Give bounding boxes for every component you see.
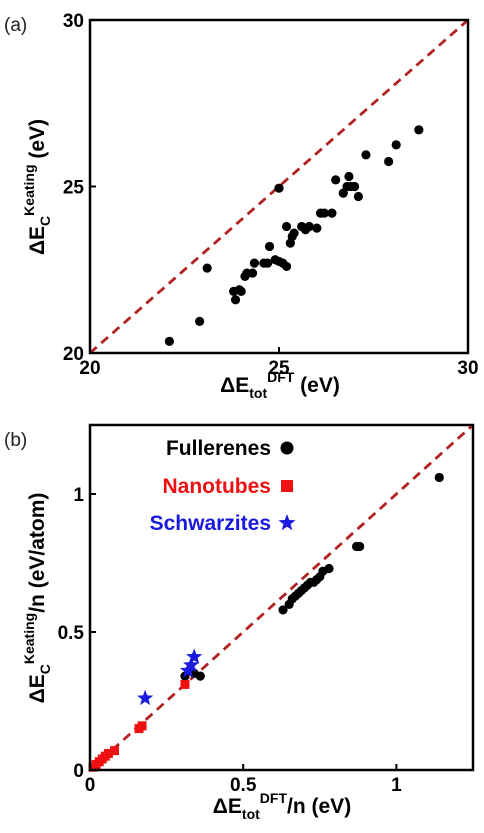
x-tick-label: 25 <box>268 358 290 379</box>
data-point <box>103 748 113 758</box>
data-point <box>180 679 190 689</box>
data-point <box>384 156 394 167</box>
x-tick-label: 1 <box>391 775 402 796</box>
x-tick-label: 30 <box>457 358 478 379</box>
x-tick-label: 0 <box>85 775 96 796</box>
data-point <box>274 183 284 193</box>
data-point <box>183 656 200 672</box>
data-point <box>263 258 273 268</box>
data-point <box>186 648 203 664</box>
data-point <box>281 221 292 232</box>
reference-line <box>89 423 474 772</box>
data-point <box>350 181 360 192</box>
panel-b-y-ticks: 00.51 <box>58 485 96 782</box>
data-point <box>164 336 174 346</box>
data-point <box>137 689 154 706</box>
panel-b-y-axis-title: ΔECKeating/n (eV/atom) <box>21 493 53 704</box>
x-tick-label: 20 <box>79 358 100 379</box>
y-tick-label: 20 <box>63 344 84 365</box>
data-point <box>230 295 241 305</box>
panel-a-x-ticks: 20 25 30 <box>79 347 479 379</box>
data-point <box>327 208 337 218</box>
data-point <box>331 175 341 185</box>
y-tick-label: 25 <box>63 178 85 199</box>
panel-a-x-axis-title: ΔEtotDFT (eV) <box>220 369 340 401</box>
legend-marker-circle <box>280 441 294 455</box>
data-point <box>312 223 322 233</box>
x-tick-label: 0.5 <box>230 775 257 796</box>
data-point <box>281 261 292 272</box>
data-point <box>361 150 371 160</box>
panel-b-x-ticks: 0 0.5 1 <box>85 764 402 796</box>
panel-b-label: (b) <box>4 430 27 451</box>
panel-b-x-axis-title: ΔEtotDFT/n (eV) <box>213 790 351 822</box>
panel-a-reference-line <box>89 18 469 355</box>
legend-label: Fullerenes <box>166 437 271 460</box>
data-point <box>319 208 329 218</box>
data-point <box>414 125 424 135</box>
data-point <box>355 541 365 552</box>
reference-line <box>89 18 469 355</box>
panel-a-label: (a) <box>4 15 27 36</box>
data-point <box>434 472 444 483</box>
data-point <box>344 171 354 182</box>
legend-marker-star <box>278 514 296 531</box>
data-point <box>137 721 147 731</box>
data-point <box>304 221 314 232</box>
panel-b-legend: Fullerenes Nanotubes Schwarzites <box>150 437 296 535</box>
data-point <box>249 258 260 268</box>
data-point <box>278 605 288 615</box>
panel-b-plot-frame <box>88 423 475 772</box>
panel-a-y-ticks: 20 25 30 <box>63 11 96 365</box>
data-point <box>289 228 299 238</box>
data-point <box>391 140 401 150</box>
data-point <box>202 263 212 273</box>
panel-b-points <box>88 472 444 772</box>
panel-a-y-axis-title: ΔECKeating (eV) <box>21 119 53 255</box>
data-point <box>110 746 120 756</box>
panel-b-reference-line <box>89 423 474 772</box>
data-point <box>264 241 275 252</box>
data-point <box>247 268 258 278</box>
data-point <box>338 188 348 198</box>
y-tick-label: 1 <box>73 485 84 506</box>
legend-label: Schwarzites <box>150 512 271 535</box>
data-point <box>236 286 246 296</box>
data-point <box>324 563 334 574</box>
legend-marker-square <box>281 480 293 492</box>
y-tick-label: 0 <box>73 761 84 782</box>
data-point <box>195 671 205 681</box>
y-tick-label: 0.5 <box>58 623 85 644</box>
panel-a-points <box>164 125 424 346</box>
data-point <box>195 316 205 326</box>
y-tick-label: 30 <box>63 11 84 32</box>
legend-label: Nanotubes <box>162 475 271 498</box>
panel-b: (b) 0 0.5 1 00.51 FullerenesNanotubesSchwa… <box>4 423 475 822</box>
panel-a: (a) 20 25 30 20 25 30 ΔEtotDFT (eV) ΔECKeati… <box>4 11 479 401</box>
data-point <box>353 191 363 202</box>
